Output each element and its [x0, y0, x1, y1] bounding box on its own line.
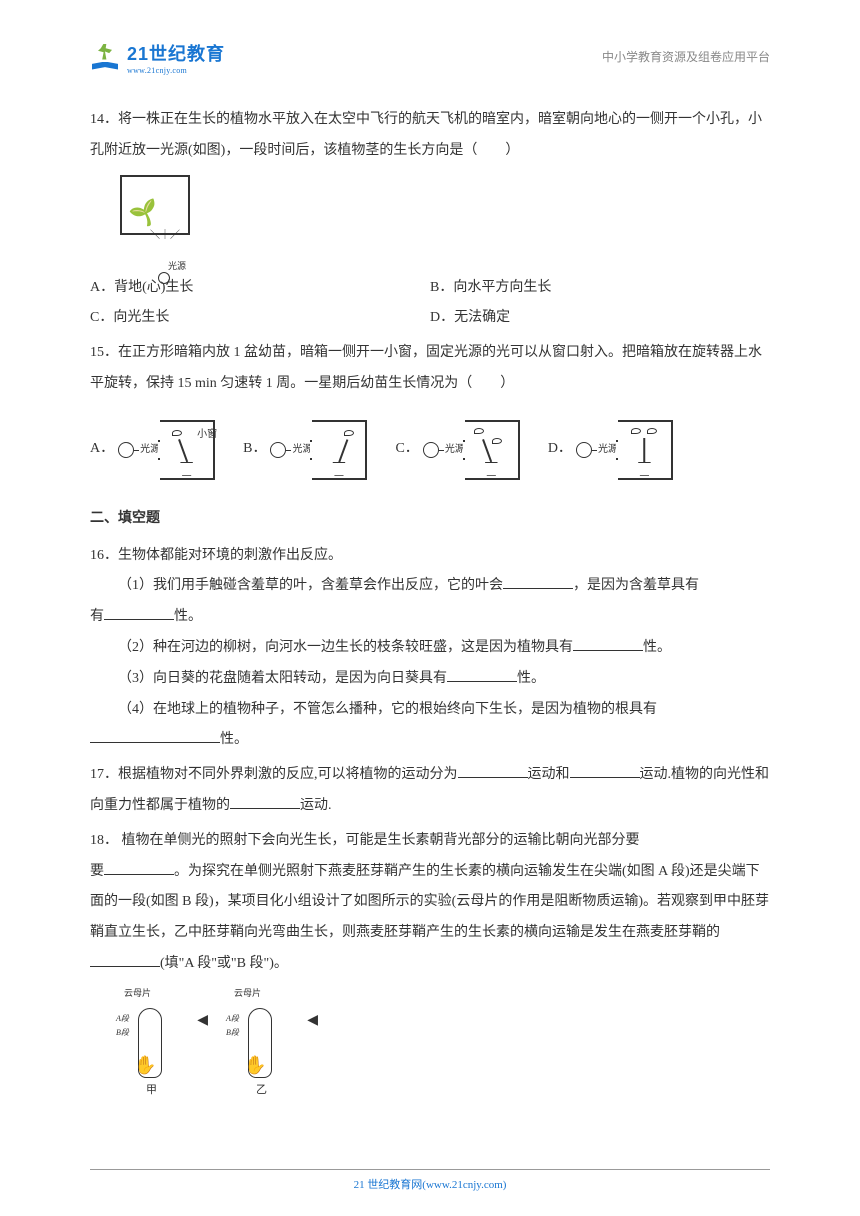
- blank: [573, 635, 643, 651]
- q16-sub3-b: 性。: [517, 671, 545, 686]
- logo-icon: [90, 42, 122, 74]
- blank: [458, 762, 528, 778]
- q18-word-yao: 要: [90, 864, 104, 879]
- q14-option-b: B．向水平方向生长: [430, 273, 770, 304]
- logo-url: www.21cnjy.com: [127, 66, 225, 75]
- q17-d: 运动.: [300, 798, 332, 813]
- q15-opt-c-label: C．: [395, 434, 418, 465]
- light-label: 光源: [445, 439, 465, 461]
- q14-option-c: C．向光生长: [90, 303, 430, 334]
- seg-b-label: B段: [226, 1024, 239, 1042]
- q14-options: A．背地(心)生长 B．向水平方向生长 C．向光生长 D．无法确定: [90, 273, 770, 335]
- q16-sub3-a: （3）向日葵的花盘随着太阳转动，是因为向日葵具有: [118, 671, 447, 686]
- header-right-text: 中小学教育资源及组卷应用平台: [602, 48, 770, 65]
- coleoptile-yi: 云母片 A段 B段 ◀ ✋ 乙: [230, 988, 300, 1098]
- q16-sub1: （1）我们用手触碰含羞草的叶，含羞草会作出反应，它的叶会 ，是因为含羞草具有: [90, 571, 770, 602]
- logo-text-block: 21世纪教育 www.21cnjy.com: [127, 40, 225, 75]
- q17-number: 17．: [90, 767, 118, 782]
- q16-sub4-a: （4）在地球上的植物种子，不管怎么播种，它的根始终向下生长，是因为植物的根具有: [118, 702, 657, 717]
- light-label: 光源: [140, 439, 160, 461]
- q14-text: 14．将一株正在生长的植物水平放入在太空中飞行的航天飞机的暗室内，暗室朝向地心的…: [90, 112, 762, 158]
- q15-opt-b-label: B．: [243, 434, 266, 465]
- section-2-title: 二、填空题: [90, 504, 770, 535]
- q18-text-a: 植物在单侧光的照射下会向光生长，可能是生长素朝背光部分的运输比朝向光部分要: [118, 833, 640, 848]
- question-15: 15．在正方形暗箱内放 1 盆幼苗，暗箱一侧开一小窗，固定光源的光可以从窗口射入…: [90, 338, 770, 490]
- q16-sub4-b: 性。: [220, 732, 248, 747]
- blank: [230, 793, 300, 809]
- jia-label: 甲: [146, 1078, 157, 1102]
- q14-option-a: A．背地(心)生长: [90, 273, 430, 304]
- q16-sub1-a: （1）我们用手触碰含羞草的叶，含羞草会作出反应，它的叶会: [118, 578, 503, 593]
- light-label: 光源: [598, 439, 618, 461]
- blank: [90, 727, 220, 743]
- q15-option-b: B． 光源: [243, 410, 385, 490]
- blank: [570, 762, 640, 778]
- question-14: 14．将一株正在生长的植物水平放入在太空中飞行的航天飞机的暗室内，暗室朝向地心的…: [90, 105, 770, 334]
- logo-area: 21世纪教育 www.21cnjy.com: [90, 40, 225, 75]
- q16-sub1-b: ，是因为含羞草具有: [573, 578, 699, 593]
- question-17: 17．根据植物对不同外界刺激的反应,可以将植物的运动分为运动和运动.植物的向光性…: [90, 760, 770, 822]
- q16-sub3: （3）向日葵的花盘随着太阳转动，是因为向日葵具有 性。: [90, 664, 770, 695]
- coleoptile-jia: 云母片 A段 B段 ◀ ✋ 甲: [120, 988, 190, 1098]
- blank: [90, 951, 160, 967]
- logo-title: 21世纪教育: [127, 40, 225, 66]
- blank: [447, 666, 517, 682]
- q14-number: 14．: [90, 112, 118, 127]
- yi-label: 乙: [256, 1078, 267, 1102]
- light-arrow-icon: ◀: [197, 1006, 208, 1037]
- q17-a: 根据植物对不同外界刺激的反应,可以将植物的运动分为: [118, 767, 458, 782]
- q16-sub1-line2: 有 性。: [90, 602, 770, 633]
- page-footer: 21 世纪教育网(www.21cnjy.com): [90, 1169, 770, 1192]
- q15-diagram-c: 光源: [423, 410, 538, 490]
- mica-label: 云母片: [124, 984, 151, 1004]
- q14-diagram: 🌱 ＼｜／ 光源: [120, 175, 220, 265]
- light-arrow-icon: ◀: [307, 1006, 318, 1037]
- q15-option-d: D． 光源: [548, 410, 691, 490]
- q16-sub2: （2）种在河边的柳树，向河水一边生长的枝条较旺盛，这是因为植物具有 性。: [90, 633, 770, 664]
- q18-line2: 要。为探究在单侧光照射下燕麦胚芽鞘产生的生长素的横向运输发生在尖端(如图 A 段…: [90, 857, 770, 980]
- q16-sub4-line2: 性。: [90, 725, 770, 756]
- q15-diagram-a: 光源 小窗: [118, 410, 233, 490]
- q15-option-c: C． 光源: [395, 410, 537, 490]
- q18-diagram: 云母片 A段 B段 ◀ ✋ 甲 云母片 A段 B段 ◀ ✋ 乙: [120, 988, 770, 1098]
- q15-opt-d-label: D．: [548, 434, 572, 465]
- q16-sub4: （4）在地球上的植物种子，不管怎么播种，它的根始终向下生长，是因为植物的根具有: [90, 695, 770, 726]
- q15-options: A． 光源 小窗 B．: [90, 410, 770, 490]
- q18-number: 18．: [90, 833, 118, 848]
- q16-intro-text: 生物体都能对环境的刺激作出反应。: [118, 548, 342, 563]
- q18-text-c: (填"A 段"或"B 段")。: [160, 956, 288, 971]
- q15-diagram-b: 光源: [270, 410, 385, 490]
- q14-stem: 将一株正在生长的植物水平放入在太空中飞行的航天飞机的暗室内，暗室朝向地心的一侧开…: [90, 112, 762, 158]
- q15-text: 15．在正方形暗箱内放 1 盆幼苗，暗箱一侧开一小窗，固定光源的光可以从窗口射入…: [90, 345, 762, 391]
- q15-stem: 在正方形暗箱内放 1 盆幼苗，暗箱一侧开一小窗，固定光源的光可以从窗口射入。把暗…: [90, 345, 762, 391]
- light-rays-icon: ＼｜／: [150, 225, 180, 247]
- question-16: 16．生物体都能对环境的刺激作出反应。 （1）我们用手触碰含羞草的叶，含羞草会作…: [90, 541, 770, 757]
- light-label: 光源: [292, 439, 312, 461]
- mica-label: 云母片: [234, 984, 261, 1004]
- blank: [503, 573, 573, 589]
- q15-option-a: A． 光源 小窗: [90, 410, 233, 490]
- q17-b: 运动和: [528, 767, 570, 782]
- q16-sub1-c: 性。: [174, 609, 202, 624]
- q15-opt-a-label: A．: [90, 434, 114, 465]
- seg-b-label: B段: [116, 1024, 129, 1042]
- q14-light-label: 光源: [168, 257, 186, 277]
- blank: [104, 604, 174, 620]
- content-body: 14．将一株正在生长的植物水平放入在太空中飞行的航天飞机的暗室内，暗室朝向地心的…: [90, 105, 770, 1098]
- q15-number: 15．: [90, 345, 118, 360]
- q15-diagram-d: 光源: [576, 410, 691, 490]
- q16-number: 16．: [90, 548, 118, 563]
- q14-option-d: D．无法确定: [430, 303, 770, 334]
- question-18: 18． 植物在单侧光的照射下会向光生长，可能是生长素朝背光部分的运输比朝向光部分…: [90, 826, 770, 1098]
- q16-intro: 16．生物体都能对环境的刺激作出反应。: [90, 541, 770, 572]
- q16-sub2-a: （2）种在河边的柳树，向河水一边生长的枝条较旺盛，这是因为植物具有: [118, 640, 573, 655]
- q18-text-b: 。为探究在单侧光照射下燕麦胚芽鞘产生的生长素的横向运输发生在尖端(如图 A 段)…: [90, 864, 769, 941]
- blank: [104, 859, 174, 875]
- q16-sub1-word: 有: [90, 609, 104, 624]
- page-header: 21世纪教育 www.21cnjy.com 中小学教育资源及组卷应用平台: [90, 40, 770, 75]
- q16-sub2-b: 性。: [643, 640, 671, 655]
